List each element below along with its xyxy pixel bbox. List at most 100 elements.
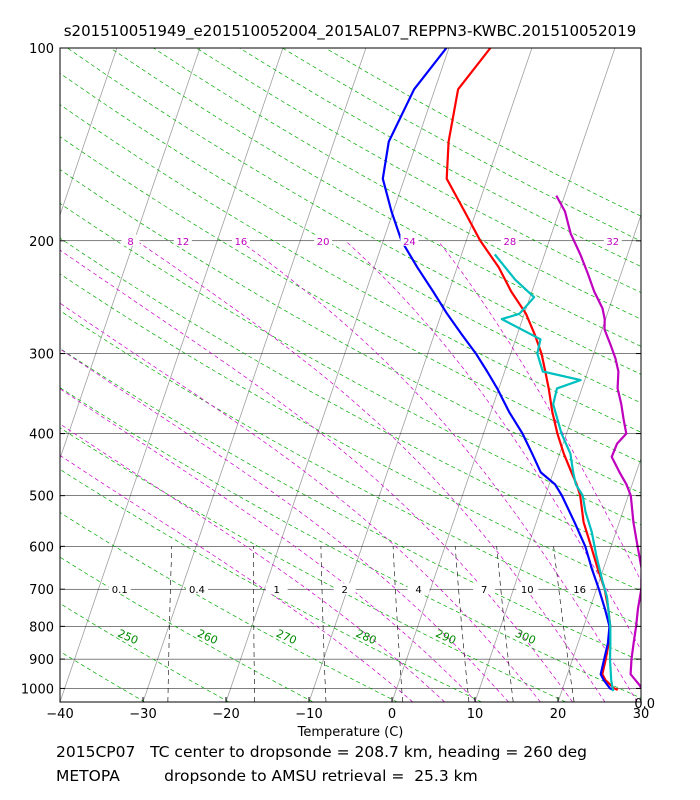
dry-adiabat-line: [60, 427, 566, 702]
moist-adiabat-line: [60, 302, 541, 702]
isotherm-line: [142, 48, 367, 702]
mixing-ratio-label-bg: [500, 234, 519, 246]
mixing-ratio-line: [496, 546, 514, 702]
dry-adiabat-line: [60, 202, 641, 526]
dry-adiabat-line: [60, 468, 482, 702]
dry-adiabat-line: [60, 512, 398, 702]
profile-line-3: [493, 253, 615, 692]
moist-adiabat-line: [437, 240, 641, 582]
mixing-value-label-bg: [473, 583, 496, 595]
mixing-ratio-line: [253, 546, 255, 702]
y-tick-label: 700: [29, 583, 54, 598]
mixing-value-label: 7: [481, 585, 487, 596]
dry-adiabat-line: [60, 701, 61, 702]
dry-adiabat-line: [60, 556, 314, 702]
dry-adiabat-line: [282, 48, 641, 242]
mixing-ratio-label-bg: [173, 234, 192, 246]
moist-adiabat-line: [60, 249, 573, 702]
mixing-ratio-label: 12: [176, 237, 189, 248]
dry-adiabat-line: [60, 273, 641, 592]
dry-adiabat-line: [60, 136, 641, 463]
x-tick-label: 10: [467, 707, 484, 722]
x-axis-label: Temperature (C): [297, 725, 404, 740]
footer-distance-text: TC center to dropsonde = 208.7 km, headi…: [150, 743, 587, 761]
x-tick-label: 30: [633, 707, 650, 722]
mixing-ratio-label: 20: [317, 237, 330, 248]
y-tick-label: 1000: [21, 682, 54, 697]
moist-adiabat-line: [60, 388, 477, 702]
moist-adiabat-line: [60, 423, 445, 702]
plot-frame: [59, 47, 642, 703]
mixing-value-label: 0.4: [189, 585, 205, 596]
y-tick-label: 100: [29, 42, 54, 57]
y-tick-label: 300: [29, 348, 54, 363]
mixing-value-label-bg: [185, 583, 208, 595]
mixing-ratio-label-bg: [231, 234, 250, 246]
x-tick-label: 0: [388, 707, 396, 722]
dry-adiabat-line: [60, 651, 145, 702]
y-tick-label: 200: [29, 235, 54, 250]
mixing-ratio-line: [167, 546, 172, 702]
mixing-ratio-line: [553, 546, 575, 702]
mixing-ratio-label-bg: [603, 234, 622, 246]
mixing-ratio-line: [454, 546, 470, 702]
y-tick-label: 900: [29, 653, 54, 668]
isotherm-line: [60, 48, 201, 460]
dry-adiabat-line: [60, 387, 641, 699]
y-tick-label: 800: [29, 620, 54, 635]
y-tick-label: 600: [29, 540, 54, 555]
x-tick-label: −30: [129, 707, 156, 722]
y-tick-label: 500: [29, 490, 54, 505]
dry-adiabat-line: [67, 48, 641, 375]
dry-adiabat-line: [60, 72, 641, 404]
dry-adiabat-line: [60, 104, 641, 433]
theta-label: 250: [116, 627, 140, 647]
mixing-ratio-line: [320, 546, 327, 702]
corner-label: 0.0: [634, 697, 655, 712]
mixing-ratio-label: 8: [127, 237, 133, 248]
mixing-value-label-bg: [407, 583, 430, 595]
theta-label: 260: [195, 627, 219, 647]
dry-adiabat-line: [60, 310, 641, 627]
isotherm-line: [60, 48, 284, 702]
mixing-value-label: 16: [573, 585, 586, 596]
mixing-value-label: 4: [415, 585, 421, 596]
isotherm-line: [225, 48, 450, 702]
x-tick-label: −20: [212, 707, 239, 722]
isotherm-line: [308, 48, 533, 702]
footer-retrieval-text: dropsonde to AMSU retrieval = 25.3 km: [164, 767, 478, 785]
mixing-ratio-label: 28: [503, 237, 516, 248]
mixing-ratio-label: 16: [235, 237, 248, 248]
theta-label: 300: [513, 627, 537, 647]
moist-adiabat-line: [345, 240, 641, 651]
isotherm-line: [0, 48, 34, 702]
y-tick-label: 400: [29, 428, 54, 443]
mixing-ratio-label-bg: [314, 234, 333, 246]
mixing-value-label-bg: [333, 583, 356, 595]
mixing-ratio-label-bg: [121, 234, 140, 246]
dry-adiabat-line: [60, 237, 641, 558]
dry-adiabat-line: [153, 48, 641, 320]
moist-adiabat-line: [136, 240, 606, 702]
isotherm-line: [391, 48, 616, 702]
dry-adiabat-line: [110, 48, 641, 347]
isotherm-line: [557, 457, 641, 702]
isotherm-line: [474, 213, 641, 702]
mixing-value-label-bg: [568, 583, 591, 595]
mixing-ratio-label-bg: [400, 234, 419, 246]
theta-label: 270: [274, 627, 298, 647]
footer-storm-id: 2015CP07: [56, 743, 136, 761]
mixing-value-label-bg: [108, 583, 131, 595]
dry-adiabat-line: [60, 348, 641, 662]
x-tick-label: 20: [550, 707, 567, 722]
mixing-ratio-label: 32: [606, 237, 619, 248]
footer-line-1: 2015CP07 TC center to dropsonde = 208.7 …: [56, 743, 587, 761]
x-tick-label: −10: [295, 707, 322, 722]
moist-adiabat-line: [60, 454, 414, 702]
mixing-value-label-bg: [265, 583, 288, 595]
footer-line-2: METOPA dropsonde to AMSU retrieval = 25.…: [56, 767, 478, 785]
mixing-value-label: 1: [273, 585, 279, 596]
isotherm-line: [640, 700, 641, 702]
mixing-ratio-line: [392, 546, 403, 702]
